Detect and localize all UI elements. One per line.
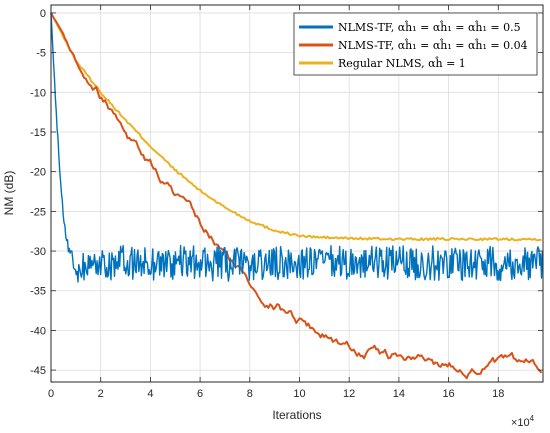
- legend-entry-3: Regular NLMS, αĥ = 1: [338, 56, 466, 70]
- x-tick-label: 18: [492, 388, 504, 400]
- x-axis-multiplier-base: ×10: [511, 417, 530, 429]
- y-tick-label: -40: [30, 325, 46, 337]
- axis-ticks: 0 2 4 6 8 10 12 14 16 18 0 -5 -10 -15 -20 -25 -30 -35 -40 -…: [30, 5, 543, 400]
- x-axis-multiplier-exp: 4: [530, 414, 535, 423]
- y-axis-label: NM (dB): [2, 171, 16, 216]
- y-tick-label: -30: [30, 246, 46, 258]
- series-line-2: [50, 12, 543, 380]
- x-tick-label: 12: [343, 388, 355, 400]
- x-tick-label: 8: [247, 388, 253, 400]
- x-tick-label: 2: [98, 388, 104, 400]
- y-tick-label: -15: [30, 127, 46, 139]
- y-tick-label: -45: [30, 365, 46, 377]
- x-tick-label: 4: [147, 388, 153, 400]
- x-tick-label: 6: [197, 388, 203, 400]
- y-tick-label: -35: [30, 286, 46, 298]
- y-tick-label: -10: [30, 87, 46, 99]
- y-tick-label: -25: [30, 206, 46, 218]
- legend-box: [293, 12, 538, 76]
- plot-frame: [50, 4, 544, 383]
- series-layer: [50, 12, 544, 380]
- legend: NLMS-TF, αĥ₁ = αĥ₁ = αĥ₁ = 0.5 NLMS-TF, …: [293, 12, 538, 76]
- series-line-3: [50, 12, 542, 242]
- y-tick-label: -5: [36, 48, 46, 60]
- legend-entry-1: NLMS-TF, αĥ₁ = αĥ₁ = αĥ₁ = 0.5: [338, 20, 521, 34]
- x-tick-label: 0: [48, 388, 54, 400]
- y-tick-label: 0: [40, 8, 46, 20]
- x-tick-label: 14: [393, 388, 405, 400]
- y-tick-label: -20: [30, 167, 46, 179]
- x-axis-multiplier: ×104: [511, 414, 535, 429]
- series-line-1: [50, 12, 544, 283]
- x-tick-label: 16: [442, 388, 454, 400]
- x-tick-label: 10: [293, 388, 305, 400]
- legend-entry-2: NLMS-TF, αĥ₁ = αĥ₁ = αĥ₁ = 0.04: [338, 38, 528, 52]
- x-axis-label: Iterations: [272, 408, 321, 422]
